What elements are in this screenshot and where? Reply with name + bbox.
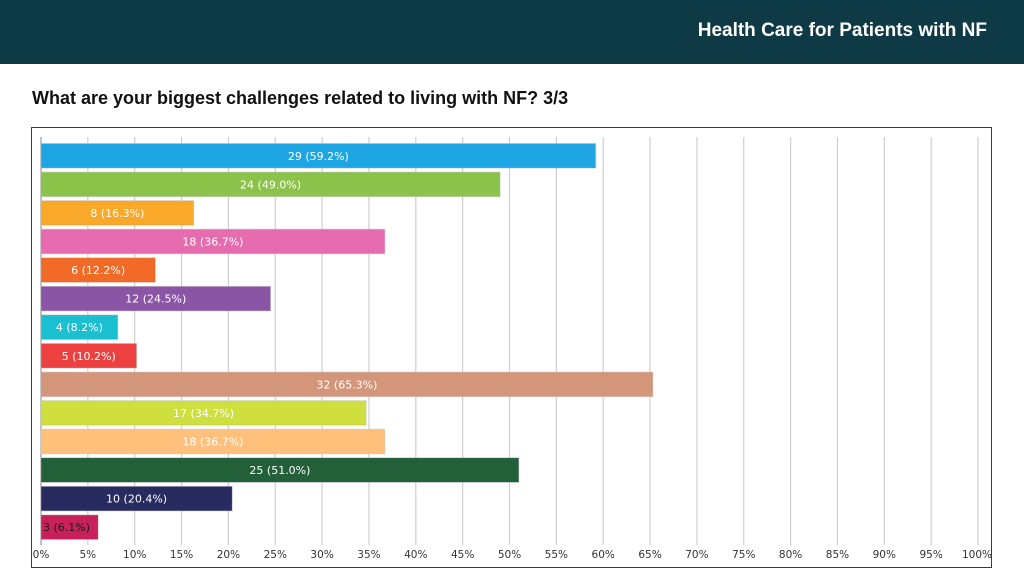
bar	[40, 143, 597, 169]
bar	[40, 457, 520, 483]
bar	[40, 428, 386, 455]
x-tick-label: 75%	[732, 549, 755, 561]
bar	[40, 286, 271, 312]
bar-outline	[40, 314, 119, 340]
x-tick-label: 100%	[962, 549, 992, 561]
x-tick-label: 50%	[498, 549, 521, 561]
bar	[40, 486, 233, 512]
bar-value-label: 8 (16.3%)	[90, 207, 144, 220]
bar	[40, 228, 386, 255]
bar-value-label: 10 (20.4%)	[106, 493, 167, 506]
x-tick-label: 40%	[404, 549, 427, 561]
bar-outline	[40, 485, 233, 512]
x-tick-label: 55%	[545, 549, 568, 561]
bar-outline	[40, 285, 272, 312]
bar-outline	[40, 457, 520, 483]
x-tick-label: 5%	[80, 549, 97, 561]
x-tick-label: 25%	[264, 549, 287, 561]
bar-value-label: 17 (34.7%)	[173, 407, 234, 420]
bar-outline	[40, 228, 386, 255]
bar-value-label: 5 (10.2%)	[62, 350, 116, 363]
x-tick-label: 65%	[638, 549, 661, 561]
bar-value-label: 29 (59.2%)	[288, 150, 349, 163]
bar-outline	[40, 200, 195, 226]
bar	[40, 171, 501, 197]
bar-value-label: 6 (12.2%)	[71, 264, 125, 277]
bar-value-label: 4 (8.2%)	[56, 321, 103, 334]
x-tick-label: 0%	[33, 549, 50, 561]
bar	[40, 514, 99, 540]
question-title: What are your biggest challenges related…	[32, 88, 569, 108]
x-tick-label: 35%	[357, 549, 380, 561]
x-tick-label: 30%	[310, 549, 333, 561]
bar-value-label: 32 (65.3%)	[316, 378, 377, 391]
bar-value-label: 12 (24.5%)	[125, 293, 186, 306]
bar-outline	[40, 343, 138, 369]
x-tick-label: 45%	[451, 549, 474, 561]
x-tick-label: 80%	[779, 549, 802, 561]
bar-outline	[40, 400, 367, 426]
bar	[40, 200, 195, 226]
bar-outline	[40, 171, 501, 198]
bar-value-label: 25 (51.0%)	[249, 464, 310, 477]
bar	[40, 400, 367, 426]
bar-value-label: 18 (36.7%)	[182, 436, 243, 449]
bar	[40, 257, 156, 283]
x-tick-label: 15%	[170, 549, 193, 561]
x-tick-label: 90%	[873, 549, 896, 561]
bar-value-label: 18 (36.7%)	[182, 236, 243, 249]
header-bar: Health Care for Patients with NF	[0, 0, 1024, 64]
x-tick-label: 70%	[685, 549, 708, 561]
bar-outline	[40, 371, 654, 398]
bar-outline	[40, 428, 386, 455]
bar-outline	[40, 143, 597, 169]
x-tick-label: 85%	[826, 549, 849, 561]
x-tick-label: 60%	[592, 549, 615, 561]
bar-outline	[40, 257, 156, 283]
x-tick-label: 95%	[919, 549, 942, 561]
bar-value-label: 3 (6.1%)	[43, 521, 90, 534]
x-tick-label: 20%	[217, 549, 240, 561]
header-title: Health Care for Patients with NF	[697, 20, 987, 41]
bar	[40, 371, 654, 397]
bar-outline	[40, 514, 99, 541]
bar	[40, 314, 119, 340]
bar	[40, 343, 137, 369]
x-tick-label: 10%	[123, 549, 146, 561]
bar-value-label: 24 (49.0%)	[240, 178, 301, 191]
